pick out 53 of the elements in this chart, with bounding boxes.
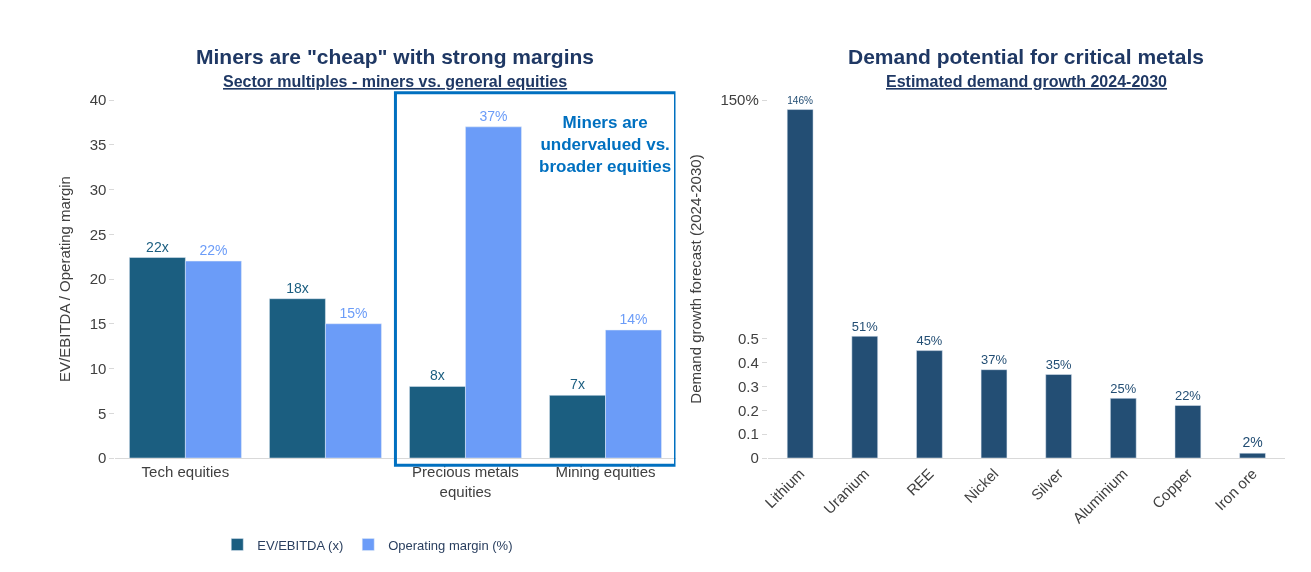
legend-label: EV/EBITDA (x) bbox=[257, 537, 344, 553]
y-axis-title: EV/EBITDA / Operating margin bbox=[55, 176, 73, 382]
chart-subtitle: Sector multiples - miners vs. general equities bbox=[223, 73, 568, 90]
y-tick-label: 0 bbox=[750, 449, 759, 467]
bar bbox=[1239, 452, 1266, 458]
y-tick-label: 10 bbox=[89, 359, 107, 377]
y-tick-label: 15 bbox=[89, 315, 107, 332]
data-label: 14% bbox=[619, 311, 648, 328]
annotation: Miners are undervalued vs. broader equities bbox=[539, 113, 672, 177]
data-label: 51% bbox=[851, 318, 879, 334]
x-tick-label: Precious metals equities bbox=[412, 463, 519, 500]
y-tick-label: 35 bbox=[89, 136, 107, 153]
y-tick-label: 0 bbox=[98, 449, 107, 467]
bar bbox=[980, 369, 1008, 458]
data-label: 8x bbox=[430, 367, 445, 384]
chart-subtitle: Estimated demand growth 2024-2030 bbox=[886, 73, 1168, 90]
data-label: 18x bbox=[286, 279, 309, 296]
y-tick-label: 0.2 bbox=[737, 401, 759, 419]
data-label: 22% bbox=[1174, 387, 1202, 403]
data-label: 37% bbox=[981, 351, 1008, 367]
bar bbox=[851, 336, 878, 458]
data-label: 25% bbox=[1110, 380, 1137, 396]
y-axis-title: Demand growth forecast (2024-2030) bbox=[686, 154, 704, 404]
bar bbox=[1110, 398, 1137, 458]
bar bbox=[786, 109, 814, 458]
data-label: 45% bbox=[916, 332, 943, 348]
y-tick-label: 30 bbox=[89, 180, 107, 198]
data-label: 37% bbox=[479, 107, 508, 124]
data-label: 22% bbox=[199, 242, 228, 259]
bar bbox=[916, 350, 943, 458]
bar bbox=[1174, 405, 1202, 458]
y-tick-label: 0.3 bbox=[737, 377, 759, 395]
data-label: 35% bbox=[1045, 356, 1073, 372]
data-label: 15% bbox=[339, 304, 368, 321]
data-label: 22x bbox=[146, 238, 169, 255]
chart-title: Miners are "cheap" with strong margins bbox=[196, 45, 595, 68]
y-tick-label: 20 bbox=[89, 270, 107, 288]
data-label: 2% bbox=[1242, 434, 1263, 451]
y-tick-label: 0.4 bbox=[737, 353, 759, 371]
y-tick-label: 25 bbox=[89, 225, 107, 243]
y-tick-label: 40 bbox=[89, 91, 107, 109]
x-tick-label: Mining equities bbox=[555, 463, 656, 480]
legend-label: Operating margin (%) bbox=[388, 537, 513, 553]
y-tick-label: 150% bbox=[720, 91, 759, 109]
data-label: 7x bbox=[570, 376, 585, 393]
y-tick-label: 0.1 bbox=[737, 425, 759, 443]
x-tick-label: Tech equities bbox=[141, 463, 230, 480]
x-tick-label: Iron ore bbox=[1211, 464, 1260, 514]
bar bbox=[1045, 374, 1072, 458]
chart-title: Demand potential for critical metals bbox=[848, 45, 1204, 68]
y-tick-label: 0.5 bbox=[737, 329, 759, 347]
y-tick-label: 5 bbox=[98, 404, 107, 422]
data-label: 146% bbox=[787, 95, 814, 107]
